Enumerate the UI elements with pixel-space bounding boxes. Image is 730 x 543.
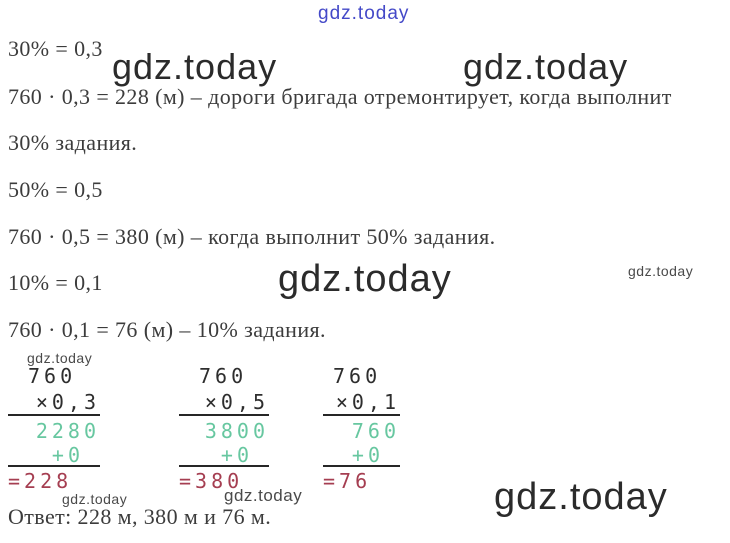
watermark-center: gdz.today (278, 258, 452, 300)
multiplication-column-3: 760 ×0,1 760 +0 =76 (323, 364, 400, 493)
rule-line (179, 414, 269, 416)
partial-product: 760 (351, 419, 400, 443)
line-calc-30-percent: 760 · 0,3 = 228 (м) – дороги бригада отр… (8, 84, 672, 109)
carry-row: +0 (351, 443, 384, 467)
watermark-upper-left: gdz.today (112, 46, 278, 87)
answer-line: Ответ: 228 м, 380 м и 76 м. (8, 504, 272, 529)
line-percent-50: 50% = 0,5 (8, 177, 103, 202)
line-30-task: 30% задания. (8, 130, 138, 155)
result: =76 (323, 469, 372, 493)
multiplication-column-2: 760 ×0,5 3800 +0 =380 (179, 364, 269, 493)
watermark-bottom-right: gdz.today (494, 476, 668, 518)
rule-line (323, 465, 400, 467)
rule-line (8, 465, 100, 467)
multiplier: ×0,1 (335, 390, 400, 414)
line-percent-10: 10% = 0,1 (8, 270, 103, 295)
multiplier: ×0,3 (35, 390, 100, 414)
partial-product: 3800 (204, 419, 269, 443)
multiplicand: 760 (199, 364, 248, 388)
multiplication-column-1: 760 ×0,3 2280 +0 =228 (8, 364, 100, 493)
watermark-top-blue: gdz.today (318, 3, 410, 24)
rule-line (8, 414, 100, 416)
multiplicand: 760 (28, 364, 77, 388)
watermark-upper-right: gdz.today (463, 46, 629, 87)
result: =228 (8, 469, 73, 493)
line-calc-10-percent: 760 · 0,1 = 76 (м) – 10% задания. (8, 317, 326, 342)
carry-row: +0 (51, 443, 84, 467)
multiplicand: 760 (333, 364, 382, 388)
watermark-mid-right: gdz.today (628, 263, 694, 279)
rule-line (179, 465, 269, 467)
line-calc-50-percent: 760 · 0,5 = 380 (м) – когда выполнит 50%… (8, 224, 496, 249)
multiplier: ×0,5 (204, 390, 269, 414)
rule-line (323, 414, 400, 416)
partial-product: 2280 (35, 419, 100, 443)
line-percent-30: 30% = 0,3 (8, 36, 103, 61)
result: =380 (179, 469, 244, 493)
carry-row: +0 (220, 443, 253, 467)
